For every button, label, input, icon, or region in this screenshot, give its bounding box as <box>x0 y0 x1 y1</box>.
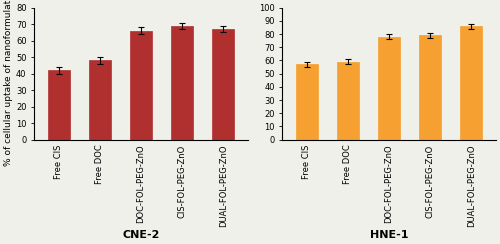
Bar <box>378 37 400 140</box>
Bar <box>419 35 442 140</box>
Bar <box>171 26 194 140</box>
Bar <box>460 26 482 140</box>
Y-axis label: % of cellular uptake of nanoformulations: % of cellular uptake of nanoformulations <box>4 0 13 166</box>
Bar <box>336 62 359 140</box>
X-axis label: HNE-1: HNE-1 <box>370 230 408 240</box>
Bar <box>48 70 70 140</box>
Bar <box>130 31 152 140</box>
Bar <box>88 61 111 140</box>
Bar <box>212 29 234 140</box>
X-axis label: CNE-2: CNE-2 <box>122 230 160 240</box>
Bar <box>296 64 318 140</box>
